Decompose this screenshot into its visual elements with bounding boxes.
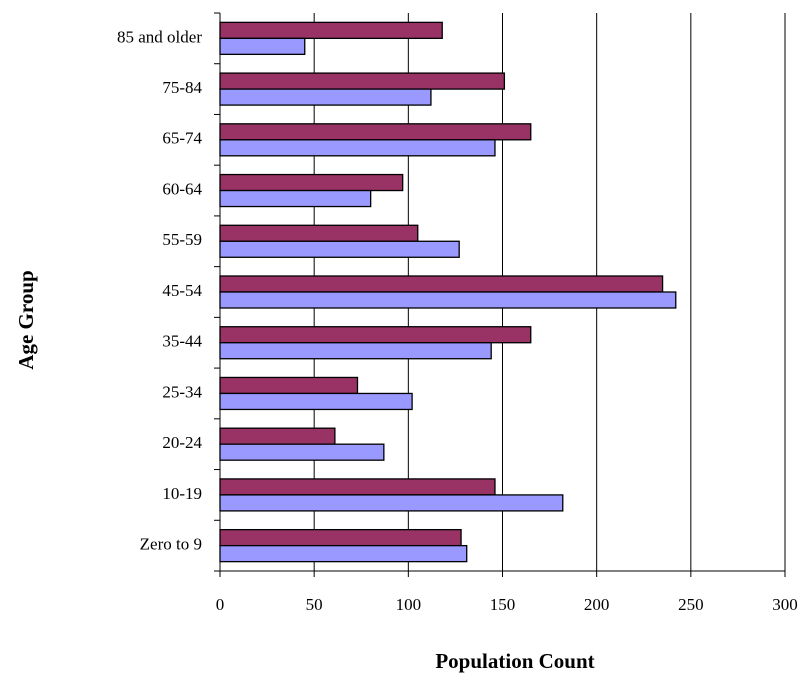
bar [219,291,677,309]
y-tick-label: 55-59 [162,230,202,249]
y-tick-label: 85 and older [117,27,202,46]
bar [219,72,506,90]
bar [219,240,460,258]
bar [219,189,372,208]
bar [219,392,413,411]
y-tick-label: 45-54 [162,281,202,300]
y-tick-label: 60-64 [162,179,202,198]
x-tick-label: 50 [306,595,323,614]
y-tick-label: 10-19 [162,484,202,503]
y-tick-label: 35-44 [162,332,202,351]
bar [219,21,443,40]
x-tick-label: 300 [772,595,798,614]
bar [219,173,404,192]
y-tick-label: 65-74 [162,129,202,148]
bar [219,275,664,293]
x-tick-label: 200 [584,595,610,614]
bar [219,494,564,512]
x-tick-label: 150 [490,595,516,614]
x-tick-label: 250 [678,595,704,614]
y-tick-label: 75-84 [162,78,202,97]
y-tick-label: Zero to 9 [140,535,202,554]
bar [219,326,532,344]
bar [219,123,532,141]
x-tick-label: 100 [396,595,422,614]
y-axis-title: Age Group [14,270,38,369]
y-tick-label: 25-34 [162,382,202,401]
x-tick-label: 0 [216,595,225,614]
bar [219,427,336,445]
bar [219,37,306,56]
bar [219,139,496,157]
bar [219,544,468,563]
bar [219,478,496,496]
y-tick-label: 20-24 [162,433,202,452]
bar [219,88,432,106]
bar [219,528,462,547]
bar [219,342,492,360]
bar [219,443,385,461]
bar [219,224,419,242]
x-axis-title: Population Count [435,649,594,673]
bar [219,376,359,395]
